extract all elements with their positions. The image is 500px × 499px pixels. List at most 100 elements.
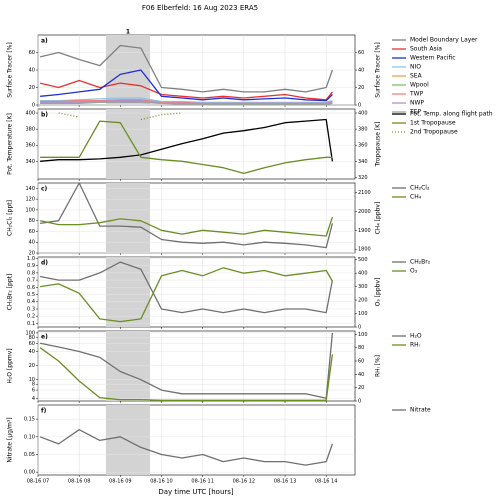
legend-label: Model Boundary Layer — [410, 37, 478, 44]
y2-tick-label: 340 — [358, 159, 368, 165]
y-tick-label: 4 — [32, 396, 35, 402]
legend-label: 2nd Tropopause — [410, 129, 458, 136]
y2-tick-label: 40 — [358, 372, 364, 378]
y2-tick-label: 380 — [358, 127, 368, 133]
plot-frame — [37, 182, 356, 254]
x-tick-label: 08-16 09 — [109, 479, 131, 485]
y-tick-label: 60 — [29, 229, 35, 235]
y2-tick-label: 20 — [358, 385, 364, 391]
data-line — [39, 261, 334, 314]
y-axis-label: H₂O [ppmv] — [7, 348, 14, 383]
y-tick-label: 0.15 — [24, 417, 35, 423]
y-tick-label: 0.7 — [27, 278, 35, 284]
y-tick-label: 360 — [25, 143, 35, 149]
y2-axis-label: Tropopause [K] — [375, 122, 382, 168]
y2-tick-label: 2000 — [358, 209, 371, 215]
data-line — [39, 44, 334, 93]
y2-tick-label: 100 — [358, 311, 368, 317]
y-tick-label: 100 — [25, 207, 35, 213]
y-tick-label: 20 — [29, 363, 35, 369]
data-line — [58, 112, 183, 121]
y2-axis-label: RHᵢ [%] — [375, 355, 382, 377]
data-line — [40, 118, 334, 162]
y-tick-label: 40 — [29, 68, 35, 74]
y-tick-label: 40 — [29, 349, 35, 355]
plot-frame — [37, 404, 356, 476]
highlight-band — [105, 183, 150, 253]
x-tick-label: 08-16 07 — [27, 479, 49, 485]
plot-frame — [37, 330, 356, 402]
y-axis-label: Surface Tracer [%] — [7, 42, 14, 97]
y2-tick-label: 60 — [358, 359, 364, 365]
y2-tick-label: 500 — [358, 257, 368, 263]
legend-label: TWP — [409, 91, 424, 98]
x-tick-label: 08-16 14 — [315, 479, 337, 485]
data-line — [40, 97, 333, 104]
legend-label: South Asia — [410, 46, 442, 53]
y-tick-label: 80 — [29, 335, 35, 341]
y2-tick-label: 320 — [358, 175, 368, 181]
y-axis-label: Nitrate [µg/m³] — [7, 417, 14, 462]
x-tick-label: 08-16 11 — [191, 479, 213, 485]
y-tick-label: 6 — [32, 388, 35, 394]
y-tick-label: 0.4 — [27, 299, 35, 305]
y2-tick-label: 0 — [358, 103, 361, 109]
y2-tick-label: 1900 — [358, 228, 371, 234]
x-tick-label: 08-16 08 — [68, 479, 90, 485]
data-line — [40, 267, 333, 323]
y2-tick-label: 100 — [358, 332, 368, 338]
y-tick-label: 40 — [29, 240, 35, 246]
figure-title: F06 Elberfeld: 16 Aug 2023 ERA5 — [142, 4, 258, 12]
y2-axis-label: CH₄ [ppbv] — [375, 202, 382, 235]
y2-tick-label: 300 — [358, 284, 368, 290]
legend-label: SEA — [410, 73, 423, 80]
legend-label: RHᵢ — [410, 342, 420, 349]
y-tick-label: 8 — [32, 382, 35, 388]
y-axis-label: Pot. Temperature [K] — [7, 113, 14, 175]
panel-label: e) — [41, 334, 48, 341]
data-line — [39, 79, 333, 101]
y-tick-label: 0.2 — [27, 314, 35, 320]
y-tick-label: 0 — [32, 103, 35, 109]
y-tick-label: 0.6 — [27, 285, 35, 291]
data-line — [39, 332, 334, 399]
y-tick-label: 100 — [25, 330, 35, 336]
data-line — [39, 216, 334, 237]
y-tick-label: 0.00 — [24, 470, 35, 476]
legend-label: O₃ — [410, 268, 418, 275]
data-line — [40, 101, 333, 105]
data-line — [40, 120, 333, 175]
panel-label: c) — [41, 186, 48, 193]
x-tick-label: 08-16 10 — [150, 479, 172, 485]
y-tick-label: 80 — [29, 218, 35, 224]
y2-tick-label: 0 — [358, 325, 361, 331]
data-line — [40, 182, 334, 249]
highlight-label: 1 — [126, 29, 130, 36]
y2-tick-label: 400 — [358, 111, 368, 117]
y-tick-label: 60 — [29, 50, 35, 56]
legend-label: Pot. Temp. along flight path — [410, 111, 493, 118]
panel-label: b) — [41, 112, 48, 119]
x-axis-label: Day time UTC [hours] — [158, 488, 234, 496]
panel-label: f) — [41, 408, 47, 415]
legend-label: 1st Tropopause — [410, 120, 456, 127]
y-axis-label: CH₂Br₂ [ppt] — [7, 274, 14, 311]
panel-label: d) — [41, 260, 48, 267]
legend-label: NIO — [410, 64, 421, 71]
y-tick-label: 60 — [29, 341, 35, 347]
y-tick-label: 400 — [25, 111, 35, 117]
y-tick-label: 380 — [25, 127, 35, 133]
y2-tick-label: 1800 — [358, 247, 371, 253]
plot-frame — [37, 256, 356, 328]
y-tick-label: 0.05 — [24, 452, 35, 458]
legend-label: Wpool — [410, 82, 429, 89]
legend-label: Western Pacific — [410, 55, 456, 62]
highlight-band — [105, 405, 150, 475]
y-tick-label: 140 — [25, 186, 35, 192]
y2-tick-label: 40 — [358, 68, 364, 74]
data-line — [40, 99, 333, 104]
data-line — [39, 429, 334, 466]
y2-axis-label: Surface Tracer [%] — [375, 42, 382, 97]
y2-tick-label: 80 — [358, 345, 364, 351]
